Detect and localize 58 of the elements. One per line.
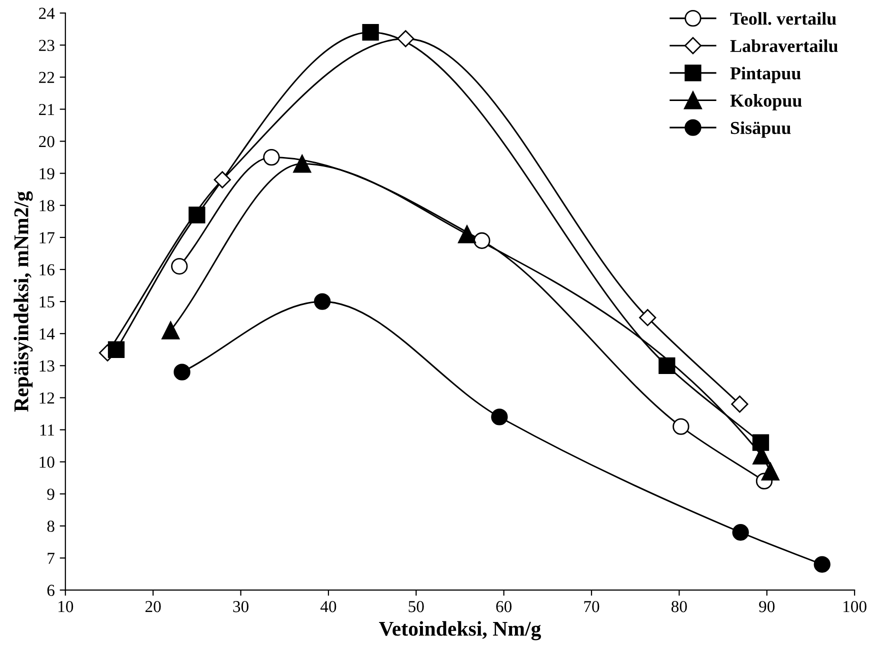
y-tick-label: 19 [40,168,54,180]
point [214,171,231,188]
x-tick-label: 10 [58,600,74,612]
point [672,418,690,435]
point [397,30,414,48]
x-tick-label: 60 [496,600,512,612]
point [491,408,508,426]
point [474,232,490,249]
point [171,258,188,275]
y-tick-label: 18 [40,200,54,212]
point [731,396,748,413]
y-tick-label: 8 [47,520,54,532]
x-tick-label: 20 [145,600,161,612]
y-tick-label: 7 [48,552,55,564]
legend-label: Teoll. vertailu [730,12,836,25]
legend-label: Labravertailu [730,39,838,52]
y-tick-label: 6 [47,584,54,596]
point [293,154,312,173]
x-tick-label: 80 [671,600,687,612]
y-tick-label: 22 [39,72,54,83]
legend-label: Sisäpuu [730,121,791,138]
point [814,556,830,573]
y-tick-label: 9 [47,488,54,500]
legend-label: Kokopuu [730,94,802,110]
x-tick-label: 40 [320,600,336,612]
point [639,309,656,326]
y-tick-label: 20 [39,136,54,148]
point [732,524,749,541]
y-tick-label: 14 [40,328,55,340]
point [458,225,476,244]
y-tick-label: 17 [40,232,55,244]
y-tick-label: 13 [40,360,54,372]
point [174,364,190,380]
x-tick-label: 50 [408,600,424,612]
point [362,24,379,41]
y-tick-label: 23 [39,40,54,52]
x-tick-label: 30 [233,600,248,612]
point [314,293,331,310]
y-tick-label: 10 [40,456,54,468]
x-axis-title: Vetoindeksi, Nm/g [378,621,542,640]
point [263,148,280,166]
x-tick-label: 100 [844,600,866,612]
y-tick-label: 15 [40,296,54,308]
y-tick-label: 21 [39,104,54,115]
legend-label: Pintapuu [730,66,801,84]
point [752,434,770,451]
y-axis-title: Repäisyindeksi, mNm2/g [14,191,33,412]
point [162,321,180,340]
point [761,462,780,480]
point [658,357,676,374]
point [108,341,125,358]
y-tick-label: 12 [40,392,54,404]
y-tick-label: 16 [40,264,54,276]
point [188,206,206,224]
y-tick-label: 24 [39,8,55,19]
x-tick-label: 70 [584,600,600,612]
y-tick-label: 11 [40,424,54,436]
x-tick-label: 90 [759,600,775,612]
